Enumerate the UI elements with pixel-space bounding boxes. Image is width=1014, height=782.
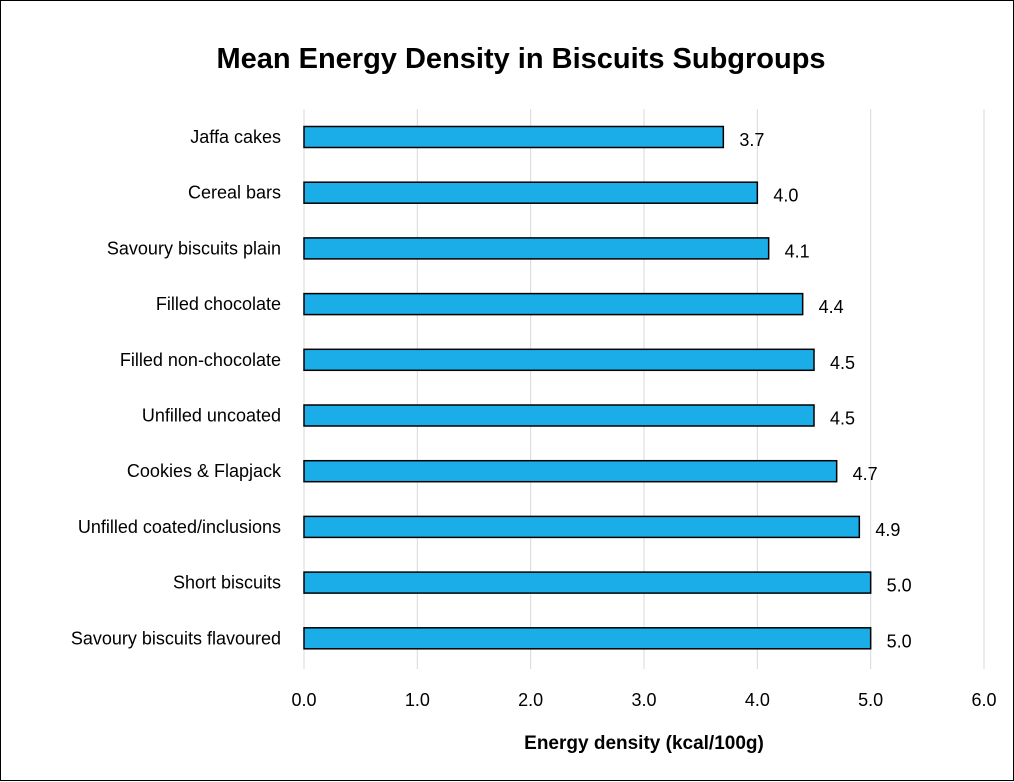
bar xyxy=(303,348,815,372)
data-label: 4.0 xyxy=(773,186,798,206)
category-label: Savoury biscuits flavoured xyxy=(71,628,281,648)
data-label: 4.7 xyxy=(853,464,878,484)
bar xyxy=(303,515,861,539)
data-label: 5.0 xyxy=(887,576,912,596)
x-tick-label: 0.0 xyxy=(291,690,316,710)
bar xyxy=(303,125,725,149)
data-label: 4.5 xyxy=(830,353,855,373)
data-labels: 3.7 4.0 4.1 4.4 4.5 4.5 4.7 4.9 5.0 5.0 xyxy=(739,130,911,651)
category-label: Filled chocolate xyxy=(156,294,281,314)
x-tick-label: 2.0 xyxy=(518,690,543,710)
x-axis-title: Energy density (kcal/100g) xyxy=(524,733,764,754)
data-label: 4.4 xyxy=(819,297,844,317)
category-label: Jaffa cakes xyxy=(190,127,281,147)
bar xyxy=(303,404,815,427)
bar xyxy=(303,292,804,316)
data-label: 4.1 xyxy=(785,241,810,261)
category-label: Filled non-chocolate xyxy=(120,350,281,370)
chart-title: Mean Energy Density in Biscuits Subgroup… xyxy=(216,43,825,75)
x-tick-label: 5.0 xyxy=(858,690,883,710)
data-label: 5.0 xyxy=(887,631,912,651)
category-label: Savoury biscuits plain xyxy=(107,238,281,258)
category-label: Short biscuits xyxy=(173,573,281,593)
x-tick-label: 4.0 xyxy=(745,690,770,710)
bars xyxy=(303,125,872,650)
bar xyxy=(303,627,872,650)
bar xyxy=(303,237,770,260)
category-label: Cookies & Flapjack xyxy=(127,461,282,481)
category-labels: Jaffa cakes Cereal bars Savoury biscuits p… xyxy=(71,127,282,648)
data-label: 4.5 xyxy=(830,409,855,429)
bar xyxy=(303,571,872,594)
data-label: 3.7 xyxy=(739,130,764,150)
x-tick-label: 6.0 xyxy=(971,690,996,710)
bar xyxy=(303,181,759,204)
data-label: 4.9 xyxy=(875,520,900,540)
category-label: Unfilled uncoated xyxy=(142,406,281,426)
x-tick-label: 1.0 xyxy=(405,690,430,710)
category-label: Cereal bars xyxy=(188,183,281,203)
x-tick-labels: 0.0 1.0 2.0 3.0 4.0 5.0 6.0 xyxy=(291,690,996,710)
bar xyxy=(303,459,838,483)
category-label: Unfilled coated/inclusions xyxy=(78,517,281,537)
x-tick-label: 3.0 xyxy=(631,690,656,710)
